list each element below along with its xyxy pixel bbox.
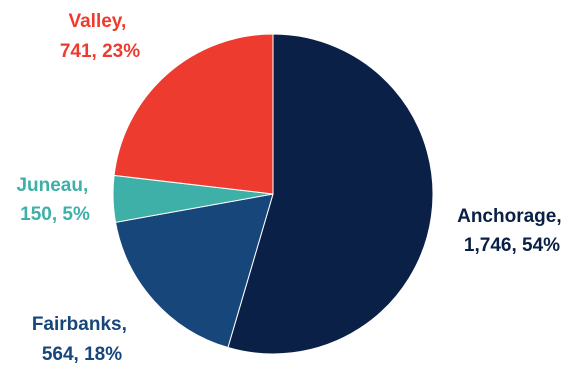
pie-labels: Anchorage, 1,746, 54% Fairbanks, 564, 18… [16, 11, 567, 365]
label-anchorage: Anchorage, 1,746, 54% [457, 206, 567, 256]
pie-slice-valley [113, 33, 274, 195]
label-juneau-value: 150 [20, 204, 52, 225]
label-juneau-name-comma: , [83, 175, 88, 196]
label-anchorage-value: 1,746 [464, 235, 512, 256]
pie-slice-anchorage [227, 33, 434, 355]
label-anchorage-name-comma: , [556, 206, 561, 227]
label-valley-name: Valley [68, 11, 122, 32]
label-fairbanks-name-comma: , [122, 314, 127, 335]
label-valley-percent: 23% [102, 41, 140, 62]
label-fairbanks-percent: 18% [84, 344, 122, 365]
label-juneau-sep: , [52, 204, 63, 225]
label-valley-sep: , [92, 41, 103, 62]
label-fairbanks: Fairbanks, 564, 18% [32, 314, 132, 365]
label-fairbanks-name: Fairbanks [32, 314, 122, 335]
label-fairbanks-value: 564 [42, 344, 74, 365]
label-valley: Valley, 741, 23% [60, 11, 140, 62]
label-juneau-name: Juneau [16, 175, 83, 196]
pie-slices [112, 33, 434, 355]
label-juneau-percent: 5% [62, 204, 90, 225]
label-anchorage-sep: , [511, 235, 522, 256]
label-juneau: Juneau, 150, 5% [16, 175, 93, 225]
label-fairbanks-sep: , [74, 344, 85, 365]
label-valley-name-comma: , [121, 11, 126, 32]
label-anchorage-percent: 54% [522, 235, 560, 256]
pie-slice-fairbanks [114, 193, 274, 349]
label-anchorage-name: Anchorage [457, 206, 556, 227]
label-valley-value: 741 [60, 41, 92, 62]
